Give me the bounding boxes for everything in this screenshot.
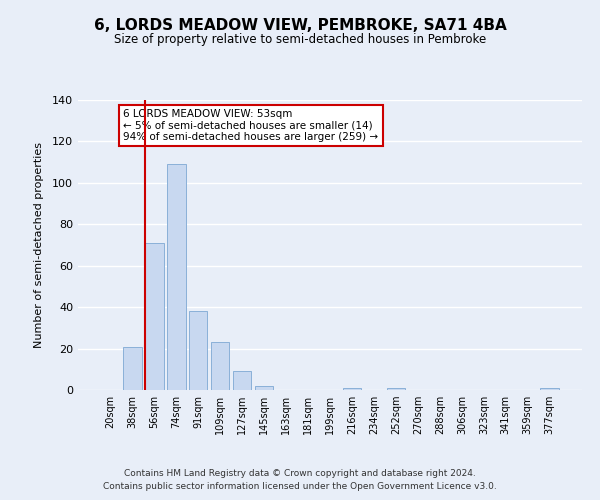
Bar	[255, 386, 274, 390]
Y-axis label: Number of semi-detached properties: Number of semi-detached properties	[34, 142, 44, 348]
Bar	[123, 346, 142, 390]
Bar	[233, 372, 251, 390]
Text: 6 LORDS MEADOW VIEW: 53sqm
← 5% of semi-detached houses are smaller (14)
94% of : 6 LORDS MEADOW VIEW: 53sqm ← 5% of semi-…	[124, 108, 379, 142]
Text: Contains HM Land Registry data © Crown copyright and database right 2024.: Contains HM Land Registry data © Crown c…	[124, 468, 476, 477]
Bar	[167, 164, 185, 390]
Text: 6, LORDS MEADOW VIEW, PEMBROKE, SA71 4BA: 6, LORDS MEADOW VIEW, PEMBROKE, SA71 4BA	[94, 18, 506, 32]
Bar	[541, 388, 559, 390]
Bar	[343, 388, 361, 390]
Bar	[189, 312, 208, 390]
Text: Size of property relative to semi-detached houses in Pembroke: Size of property relative to semi-detach…	[114, 32, 486, 46]
Bar	[145, 243, 164, 390]
Bar	[386, 388, 405, 390]
Text: Contains public sector information licensed under the Open Government Licence v3: Contains public sector information licen…	[103, 482, 497, 491]
Bar	[211, 342, 229, 390]
